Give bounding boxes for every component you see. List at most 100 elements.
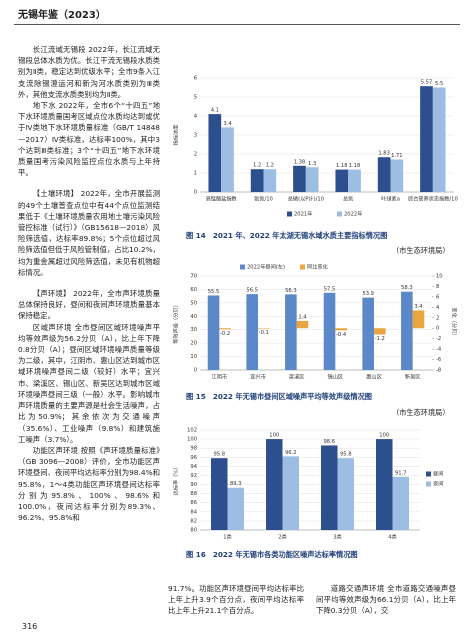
figure-caption: 图 16 2022 年无锡市各类功能区噪声达标率情况图 <box>186 550 358 559</box>
y-tick-label: 6 <box>194 76 197 82</box>
y-tick-label: 20 <box>190 341 197 347</box>
value-label: -1.2 <box>375 336 385 342</box>
figure-caption: 图 15 2022 年无锡市昼间区域噪声平均等效声级情况图 <box>186 392 372 401</box>
y-tick-label: 5 <box>194 95 197 101</box>
y-tick-label: 96 <box>190 455 197 461</box>
value-label: -0.4 <box>336 332 347 338</box>
y-tick-label: 100 <box>187 437 197 443</box>
bar <box>376 439 393 530</box>
y2-tick-label: 10 <box>436 274 443 280</box>
bar <box>362 297 374 370</box>
value-label: -0.2 <box>220 331 230 337</box>
bar <box>401 291 413 370</box>
x-tick-label: 4类 <box>388 533 397 541</box>
y-axis-label: 等效声级（分贝） <box>172 302 180 344</box>
value-label: 53.9 <box>362 291 374 297</box>
value-label: 91.7 <box>395 470 407 476</box>
paragraph: 【声环境】 2022年，全市声环境质量总体保持良好，昼间和夜间声环境质量基本保持… <box>18 289 160 321</box>
y-axis-label: 指标浓度 <box>172 125 180 146</box>
y-tick-label: 30 <box>190 327 197 333</box>
legend-swatch <box>426 471 431 477</box>
bar <box>335 169 349 192</box>
bar <box>337 458 354 530</box>
middle-column: 91.7%。功能区声环境昼间平均达标率比上年上升3.9个百分点，夜间平均达标率比… <box>168 583 304 619</box>
x-tick-label: 氨氮/10 <box>254 195 273 203</box>
bar <box>266 439 283 530</box>
bar <box>250 169 264 192</box>
y-tick-label: 102 <box>187 428 197 434</box>
figure-source: （市生态环境局） <box>392 408 450 417</box>
value-label: 1.4 <box>298 314 307 320</box>
bar <box>348 169 361 192</box>
value-label: 1.18 <box>349 163 361 169</box>
chart: 80 82 84 86 88 90 92 94 96 98 100 102 达标率（%） 1类 95.8 89… <box>172 428 444 541</box>
bar <box>323 292 336 370</box>
y-tick-label: 86 <box>190 500 197 506</box>
value-label: 100 <box>379 433 389 439</box>
y-tick-label: 40 <box>190 314 197 320</box>
value-label: 3.4 <box>414 304 423 310</box>
value-label: 58.3 <box>401 285 413 291</box>
bar <box>432 87 446 192</box>
y-tick-label: 0 <box>194 190 197 196</box>
y2-tick-label: 0 <box>436 326 439 332</box>
bar <box>258 328 270 329</box>
left-column: 长江流域无锡段 2022年，长江流域无锡段总体水质为优。长江干流无锡段水质类别为… <box>18 44 160 614</box>
value-label: 98.6 <box>323 439 335 445</box>
value-label: 95.8 <box>213 452 225 458</box>
value-label: 96.2 <box>285 450 297 456</box>
x-tick-label: 总氮 <box>343 195 354 203</box>
legend-swatch <box>426 481 431 487</box>
paragraph: 长江流域无锡段 2022年，长江流域无锡段总体水质为优。长江干流无锡段水质类别为… <box>18 45 160 99</box>
value-label: -0.1 <box>259 330 269 336</box>
legend-label: 夜间 <box>433 480 443 488</box>
y2-tick-label: 4 <box>436 305 440 311</box>
bar <box>296 320 309 329</box>
value-label: 4.1 <box>211 108 219 114</box>
bar <box>227 487 244 530</box>
legend-swatch <box>240 264 245 270</box>
y-axis-label: 达标率（%） <box>172 465 180 496</box>
y-tick-label: 4 <box>194 114 198 120</box>
x-tick-label: 锡山区 <box>328 373 344 381</box>
value-label: 1.38 <box>294 159 306 165</box>
bar <box>321 445 338 530</box>
x-tick-label: 1类 <box>223 533 232 541</box>
page-number: 316 <box>22 622 38 631</box>
value-label: 1.83 <box>378 151 390 157</box>
y2-tick-label: -8 <box>436 368 441 374</box>
value-label: 5.57 <box>421 80 433 86</box>
legend-label: 2022年 <box>344 210 362 218</box>
y2-tick-label: -2 <box>436 336 441 342</box>
bar <box>211 458 228 530</box>
header-title: 无锡年鉴（2023） <box>18 10 106 21</box>
x-tick-label: 2类 <box>278 533 287 541</box>
value-label: 1.71 <box>391 153 403 159</box>
bar <box>412 310 425 329</box>
x-tick-label: 总磷(以P计)/10 <box>288 195 324 203</box>
value-label: 56.5 <box>246 288 258 294</box>
y-tick-label: 90 <box>190 482 197 488</box>
x-tick-label: 宜兴市 <box>250 373 266 381</box>
bar <box>221 127 234 192</box>
right-column: 道路交通声环境 全市道路交通噪声昼间平均等效声级为66.1分贝（A），比上年下降… <box>316 583 456 619</box>
y2-axis-label: 变化（分贝） <box>451 307 459 338</box>
value-label: 1.2 <box>253 163 261 169</box>
legend-swatch <box>300 264 305 270</box>
paragraph: 地下水 2022年，全市6个“十四五”地下水环境质量国考区域点位水质均达到或优于… <box>18 101 160 178</box>
bar <box>305 167 319 192</box>
bar <box>285 294 297 370</box>
paragraph: 道路交通声环境 全市道路交通噪声昼间平均等效声级为66.1分贝（A），比上年下降… <box>316 584 456 616</box>
figure-caption: 图 14 2021 年、2022 年太湖无锡水域水质主要指标情况图 <box>186 231 388 240</box>
legend-label: 2021年 <box>294 210 312 218</box>
x-tick-label: 新吴区 <box>405 373 421 381</box>
y-tick-label: 50 <box>190 300 197 306</box>
y-tick-label: 82 <box>190 518 197 524</box>
y-tick-label: 3 <box>194 133 197 139</box>
bar <box>208 114 222 192</box>
y-tick-label: 80 <box>190 528 197 534</box>
y-tick-label: 88 <box>190 491 197 497</box>
value-label: 5.5 <box>435 81 443 87</box>
y-tick-label: 92 <box>190 473 197 479</box>
